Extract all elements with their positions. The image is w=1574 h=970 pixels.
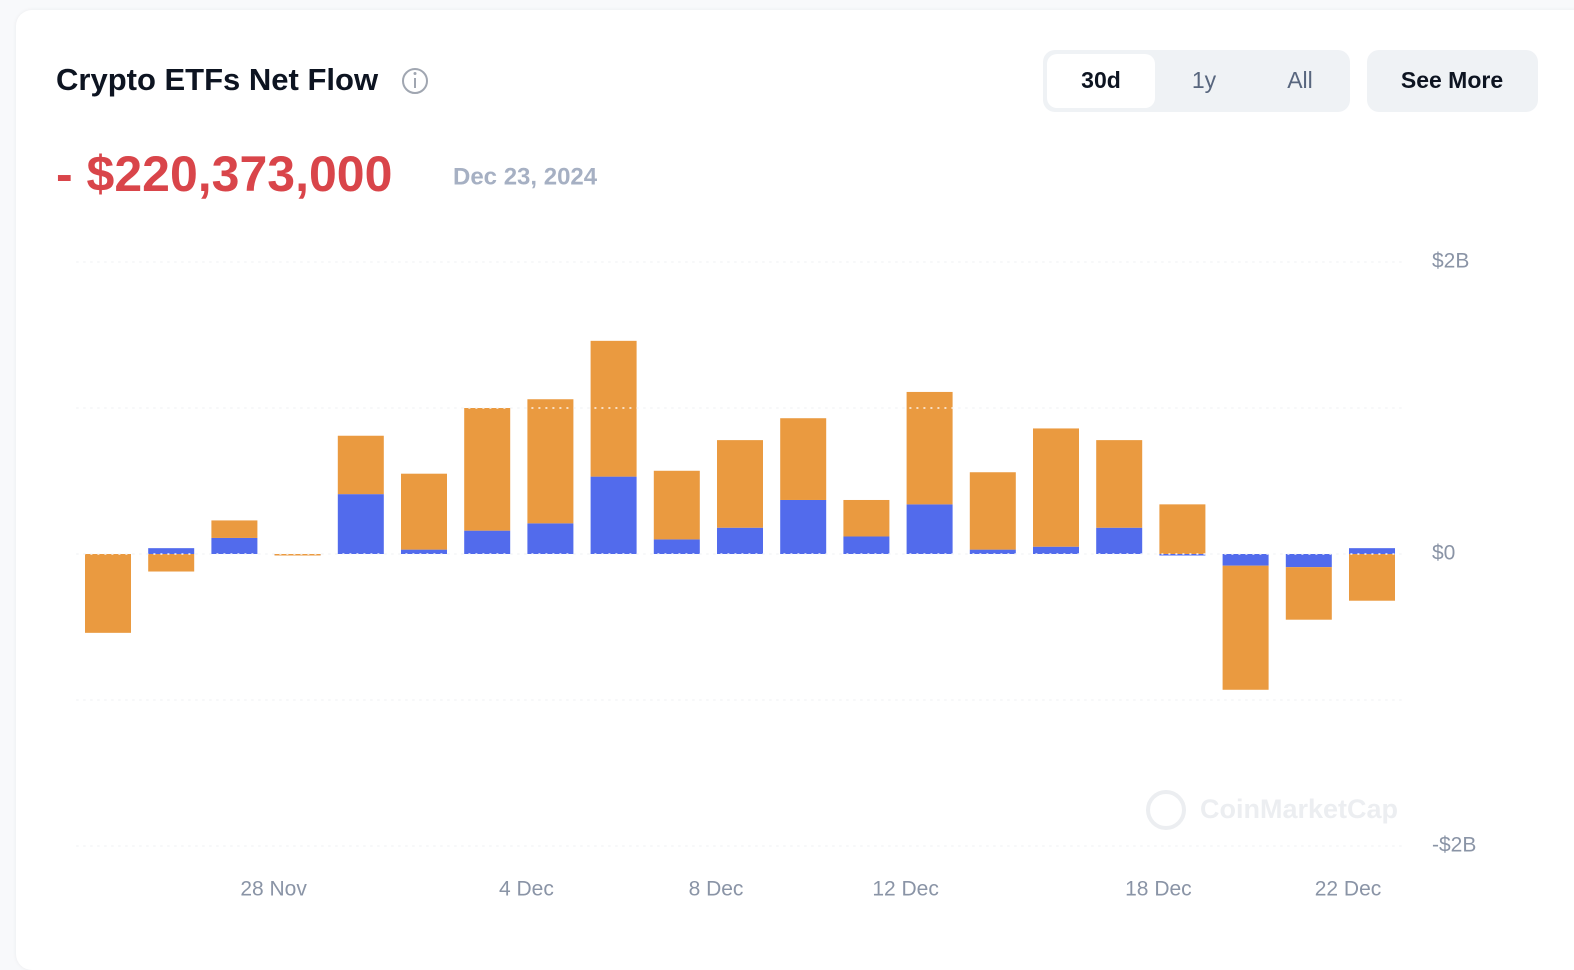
x-tick-label: 12 Dec	[872, 878, 939, 901]
bar	[211, 537, 258, 554]
see-more-button[interactable]	[1367, 50, 1538, 112]
bar	[780, 499, 827, 554]
bar	[401, 473, 447, 550]
bar	[653, 470, 700, 540]
bar	[969, 472, 1016, 550]
headline-value: - $220,373,000	[56, 146, 392, 202]
bar	[464, 530, 511, 554]
x-tick-label: 4 Dec	[499, 878, 554, 901]
info-icon-dot	[413, 72, 417, 75]
bar	[1285, 567, 1332, 620]
bar	[653, 539, 700, 554]
bar	[717, 527, 763, 554]
bar	[211, 520, 258, 538]
period-active[interactable]	[1047, 54, 1155, 108]
bar	[717, 440, 763, 528]
bar	[85, 554, 131, 633]
bar	[1096, 527, 1143, 554]
x-tick-label: 8 Dec	[689, 878, 744, 901]
bar	[780, 418, 827, 500]
bar	[969, 549, 1016, 554]
title: Crypto ETFs Net Flow	[56, 62, 379, 97]
bar	[1349, 554, 1395, 601]
watermark: CoinMarketCap	[1200, 794, 1398, 824]
bar	[590, 476, 637, 554]
y-tick-label: $0	[1432, 542, 1455, 565]
bar	[401, 549, 447, 554]
bar	[1096, 440, 1143, 528]
bar	[906, 504, 953, 554]
bar	[1222, 554, 1269, 566]
x-tick-label: 18 Dec	[1125, 878, 1192, 901]
period-button[interactable]: 30d	[1081, 67, 1121, 93]
info-icon[interactable]	[402, 68, 428, 94]
bar	[337, 435, 384, 495]
bar	[590, 340, 637, 477]
y-tick-label: $2B	[1432, 250, 1469, 273]
watermark-logo	[1146, 790, 1186, 830]
bar	[1159, 504, 1206, 554]
bar	[464, 408, 511, 531]
bar	[1285, 554, 1332, 568]
bar	[843, 499, 890, 537]
period-button[interactable]: All	[1287, 67, 1313, 93]
bar	[1033, 546, 1079, 554]
bar	[527, 399, 574, 524]
bar	[906, 391, 953, 505]
chart: Crypto ETFs Net Flow 30d 1y All See More…	[56, 50, 1538, 901]
bar	[1222, 565, 1269, 690]
bar	[843, 536, 890, 554]
bar	[148, 548, 195, 554]
see-more-label[interactable]: See More	[1401, 67, 1503, 93]
y-tick-label: -$2B	[1432, 834, 1476, 857]
page: Crypto ETFs Net Flow 30d 1y All See More…	[56, 50, 1538, 901]
period-button[interactable]: 1y	[1192, 67, 1217, 93]
x-tick-label: 22 Dec	[1315, 878, 1382, 901]
bar	[1349, 548, 1395, 554]
bar	[527, 523, 574, 554]
bar	[148, 554, 195, 572]
bar	[337, 494, 384, 554]
bar	[274, 554, 321, 556]
x-tick-label: 28 Nov	[240, 878, 307, 901]
headline-date: Dec 23, 2024	[453, 163, 598, 190]
bar	[1033, 428, 1079, 547]
